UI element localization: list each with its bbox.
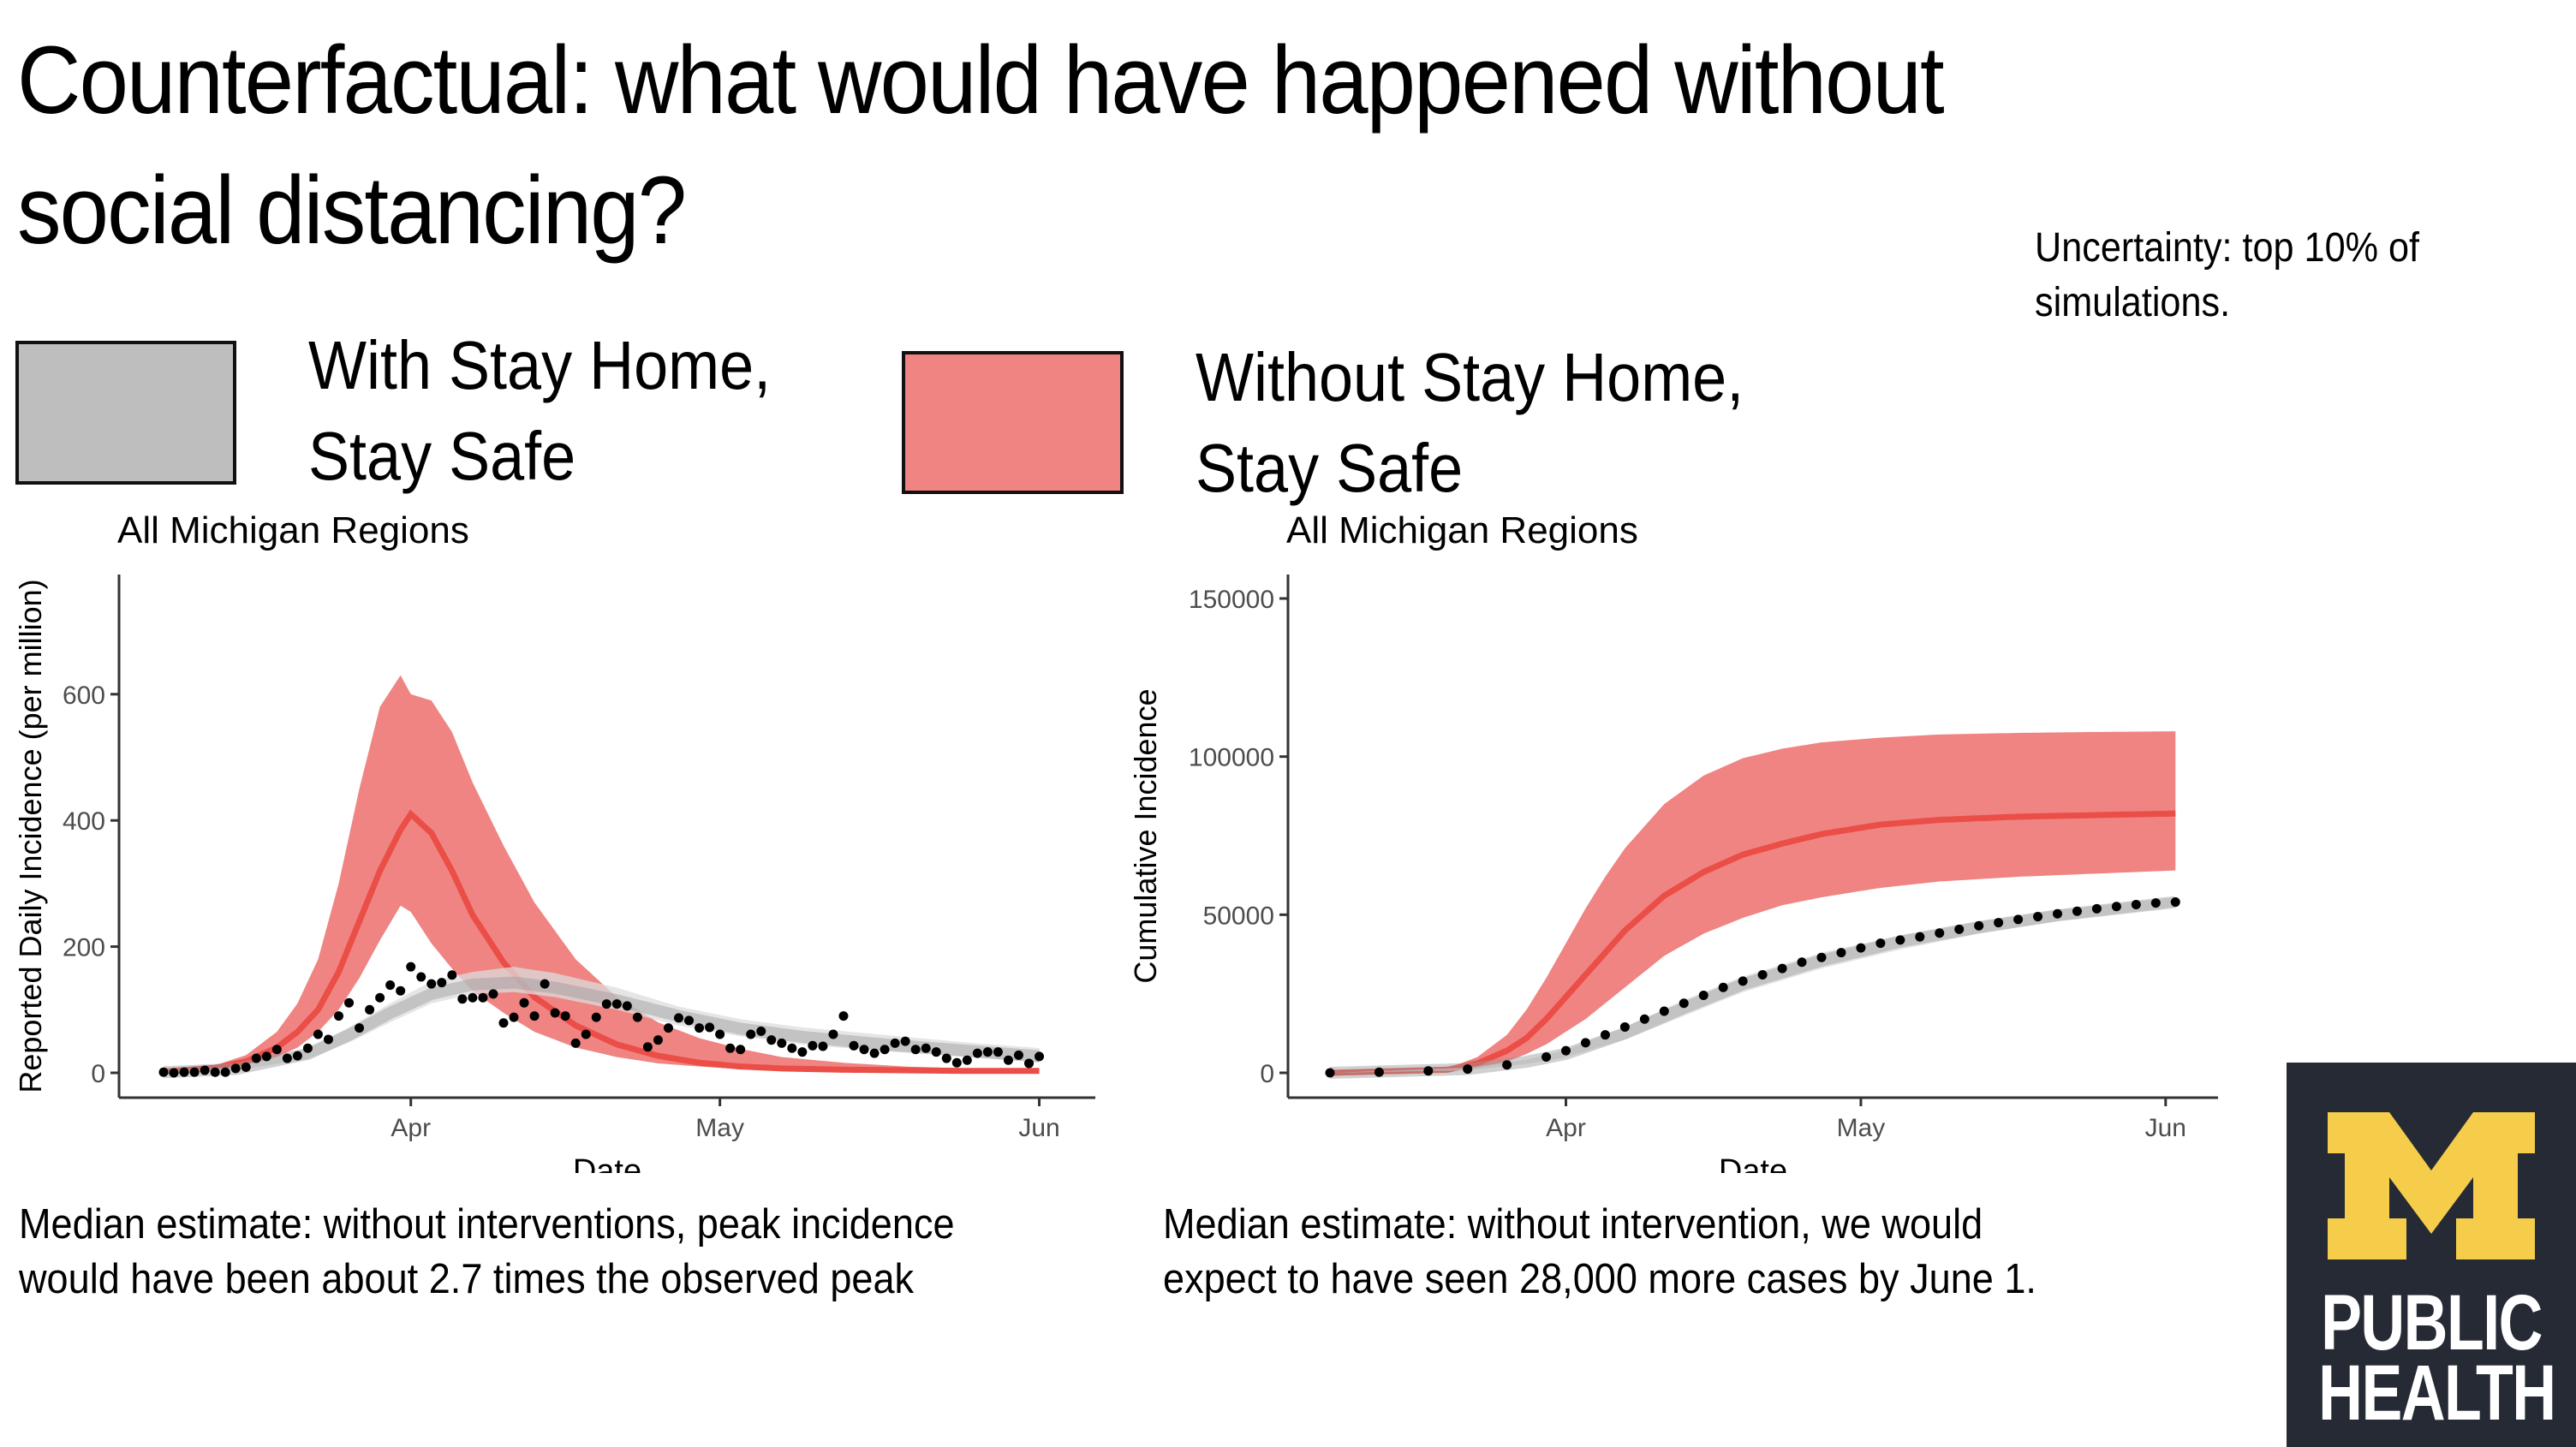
legend-label-without-stay-home: Without Stay Home, Stay Safe xyxy=(1196,332,1781,514)
y-tick-label: 0 xyxy=(91,1060,105,1088)
x-axis-label: Date xyxy=(573,1153,641,1173)
y-axis-label: Reported Daily Incidence (per million) xyxy=(13,579,48,1093)
y-tick-label: 0 xyxy=(1260,1060,1274,1088)
y-tick-label: 50000 xyxy=(1203,902,1274,930)
y-tick-label: 150000 xyxy=(1189,586,1274,614)
x-tick-label: Apr xyxy=(391,1114,431,1142)
chart-title: All Michigan Regions xyxy=(117,509,469,551)
red-median-line xyxy=(163,809,1040,1075)
uncertainty-note: Uncertainty: top 10% of simulations. xyxy=(2035,225,2420,325)
umich-public-health-logo: PUBLIC HEALTH xyxy=(2287,1063,2576,1447)
y-tick-label: 200 xyxy=(63,934,105,962)
x-tick-label: May xyxy=(695,1114,744,1142)
chart-title: All Michigan Regions xyxy=(1286,509,1638,551)
x-tick-label: Jun xyxy=(1018,1114,1059,1142)
legend-text: Without Stay Home, Stay Safe xyxy=(1196,339,1744,506)
block-m-icon xyxy=(2328,1112,2535,1259)
red-median-line xyxy=(1329,810,2176,1076)
caption-left-line2: would have been about 2.7 times the obse… xyxy=(19,1256,915,1302)
x-tick-label: Apr xyxy=(1546,1114,1586,1142)
y-tick-label: 400 xyxy=(63,807,105,836)
legend-swatch-without-stay-home xyxy=(902,351,1124,494)
red-uncertainty-band xyxy=(164,675,1040,1073)
caption-left-line1: Median estimate: without interventions, … xyxy=(19,1201,955,1248)
logo-text-health: HEALTH xyxy=(2318,1349,2556,1437)
slide-title: Counterfactual: what would have happened… xyxy=(17,27,1945,264)
daily-incidence-plot: All Michigan Regions 0 200 400 600 Apr May Jun D… xyxy=(13,509,1095,1173)
legend-swatch-with-stay-home xyxy=(15,341,236,485)
legend-label-with-stay-home: With Stay Home, Stay Safe xyxy=(308,320,802,502)
y-tick-label: 600 xyxy=(63,682,105,710)
grey-median-line xyxy=(1329,896,2177,1079)
x-tick-label: Jun xyxy=(2145,1114,2186,1142)
observed-points xyxy=(1325,897,2180,1078)
caption-right-line2: expect to have seen 28,000 more cases by… xyxy=(1163,1256,2036,1302)
cumulative-incidence-plot: All Michigan Regions 0 50000 100000 150000 Ap… xyxy=(1128,509,2218,1173)
red-uncertainty-band xyxy=(1330,731,2176,1073)
legend-text: With Stay Home, Stay Safe xyxy=(308,327,772,494)
y-axis-label: Cumulative Incidence xyxy=(1128,688,1163,983)
grey-uncertainty-band xyxy=(1330,897,2176,1073)
observed-points xyxy=(158,962,1045,1078)
chart-cumulative-incidence: All Michigan Regions 0 50000 100000 150000 Ap… xyxy=(1113,505,2244,1173)
caption-right: Median estimate: without intervention, w… xyxy=(1163,1197,2036,1307)
chart-daily-incidence: All Michigan Regions 0 200 400 600 Apr May Jun D… xyxy=(0,505,1113,1173)
y-tick-label: 100000 xyxy=(1189,744,1274,772)
grey-uncertainty-band xyxy=(164,967,1040,1073)
caption-right-line1: Median estimate: without intervention, w… xyxy=(1163,1201,1983,1248)
x-axis-label: Date xyxy=(1719,1153,1787,1173)
x-tick-label: May xyxy=(1837,1114,1886,1142)
caption-left: Median estimate: without interventions, … xyxy=(19,1197,955,1307)
logo-text-public: PUBLIC xyxy=(2321,1279,2543,1367)
